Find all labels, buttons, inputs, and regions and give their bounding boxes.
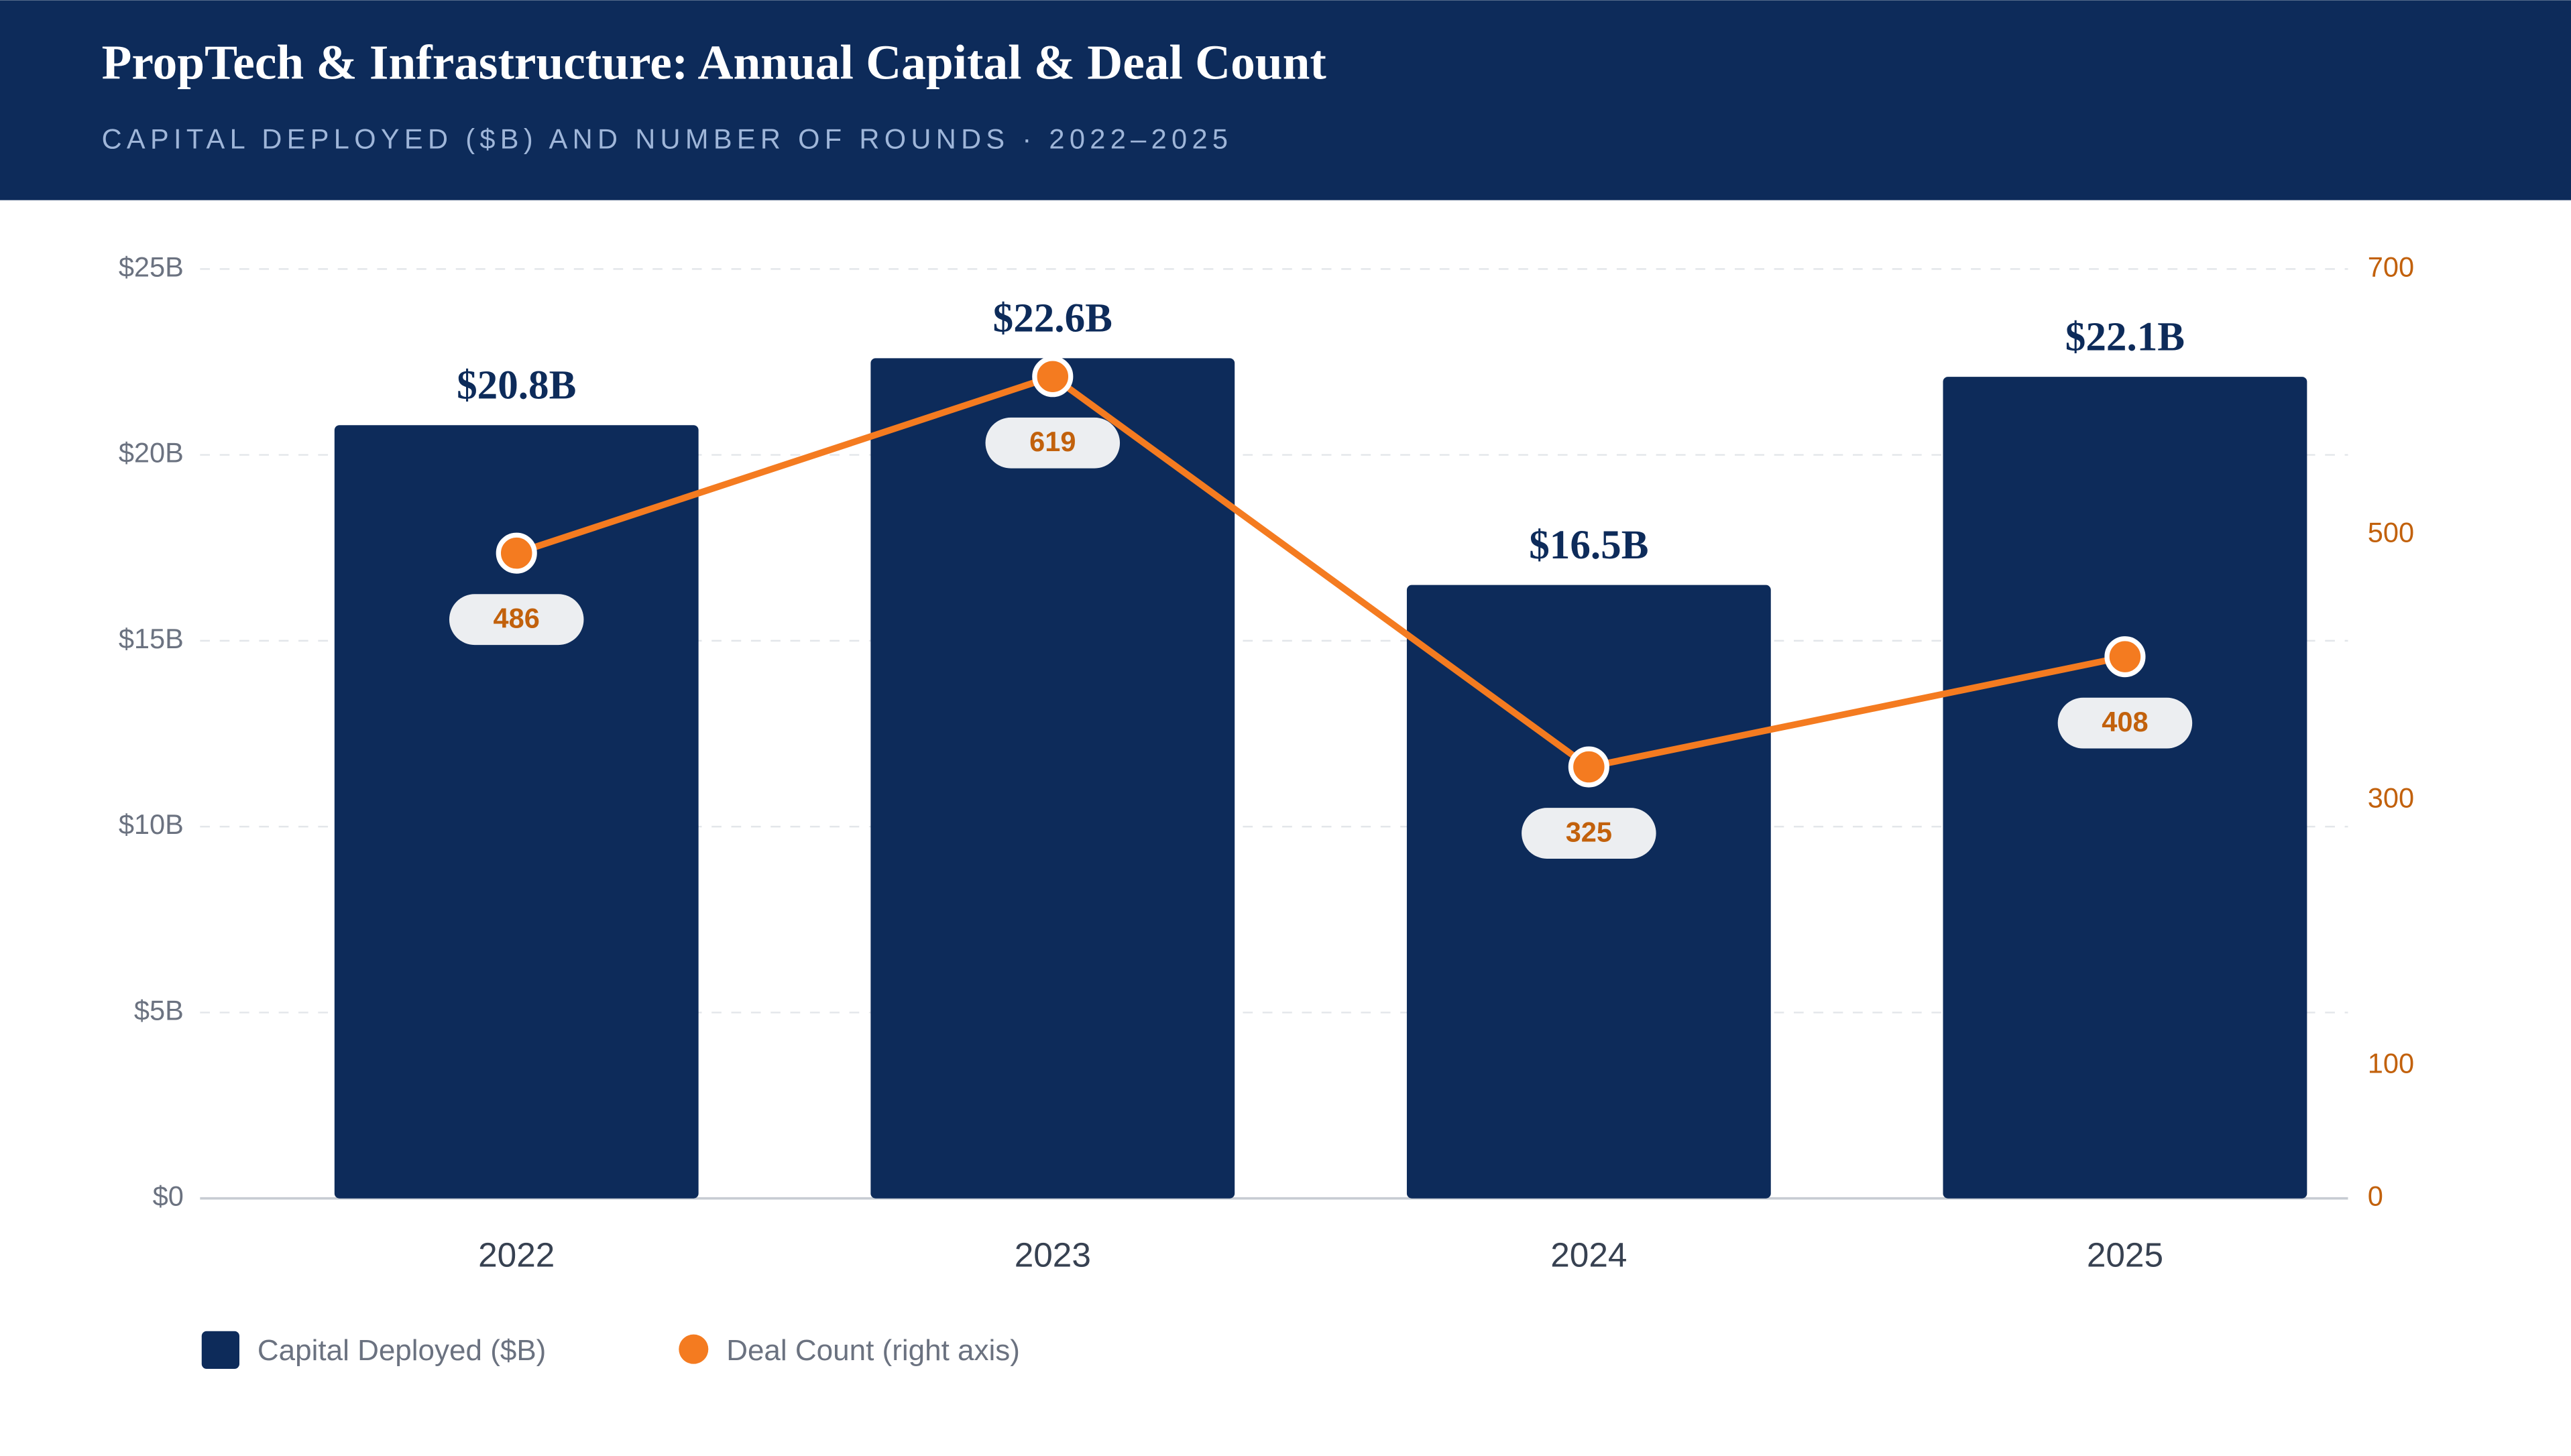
point-label-pill — [985, 417, 1121, 469]
bar — [870, 358, 1235, 1199]
legend-label: Capital Deployed ($B) — [258, 1334, 546, 1367]
chart-title: PropTech & Infrastructure: Annual Capita… — [102, 35, 1327, 89]
point-value-label: 486 — [494, 602, 540, 633]
point — [496, 532, 537, 574]
legend-label: Deal Count (right axis) — [726, 1334, 1020, 1367]
chart-subtitle: CAPITAL DEPLOYED ($B) AND NUMBER OF ROUN… — [102, 123, 1233, 155]
x-tick-label: 2023 — [1015, 1235, 1091, 1274]
point-value-label: 325 — [1566, 816, 1612, 847]
bar-value-label: $22.1B — [2065, 314, 2185, 359]
point-label-pill — [449, 594, 584, 646]
y2-tick-label: 0 — [2368, 1180, 2383, 1212]
y-tick-label: $25B — [119, 251, 184, 282]
bar-value-label: $16.5B — [1529, 523, 1648, 568]
point — [1568, 746, 1609, 788]
line — [515, 373, 2126, 771]
bar-value-label: $22.6B — [993, 296, 1112, 341]
point-value-label: 408 — [2102, 706, 2148, 737]
point-value-label: 619 — [1029, 426, 1076, 457]
bar — [1406, 585, 1771, 1199]
y2-tick-label: 300 — [2368, 782, 2414, 814]
point-label-pill — [1522, 808, 1656, 859]
y-tick-label: $10B — [119, 808, 184, 840]
x-tick-label: 2022 — [478, 1235, 555, 1274]
y-tick-label: $5B — [134, 994, 184, 1026]
point — [2104, 636, 2146, 678]
bar-value-label: $20.8B — [457, 363, 576, 408]
y-tick-label: $0 — [153, 1180, 184, 1212]
point — [1032, 356, 1074, 398]
header-band — [0, 0, 2571, 200]
bar — [1943, 377, 2307, 1199]
y2-tick-label: 700 — [2368, 251, 2414, 282]
point-label-pill — [2057, 697, 2193, 749]
legend-swatch — [201, 1331, 239, 1369]
x-tick-label: 2025 — [2087, 1235, 2163, 1274]
y-tick-label: $15B — [119, 623, 184, 654]
y2-tick-label: 100 — [2368, 1048, 2414, 1079]
y2-tick-label: 500 — [2368, 516, 2414, 548]
y-tick-label: $20B — [119, 437, 184, 469]
x-tick-label: 2024 — [1550, 1235, 1627, 1274]
bar — [334, 425, 699, 1199]
legend-swatch — [679, 1334, 709, 1364]
